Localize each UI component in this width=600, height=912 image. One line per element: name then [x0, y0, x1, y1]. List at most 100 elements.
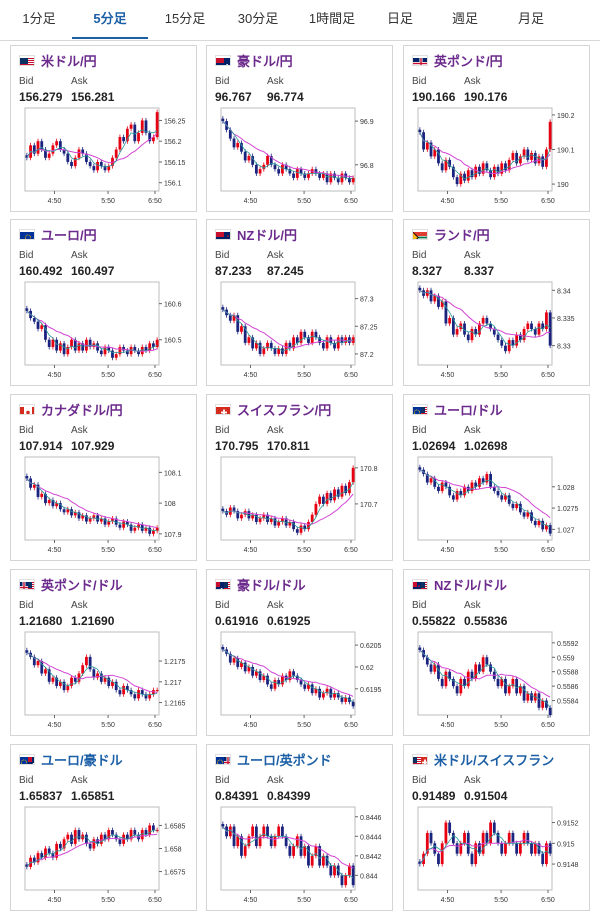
candle [73, 339, 77, 351]
chart-svg: 87.3 87.25 87.2 4:50 5:50 6:50 [220, 281, 378, 379]
mini-chart[interactable]: 190.2 190.1 190 4:50 5:50 6:50 [408, 104, 586, 209]
y-tick-label: 0.5584 [557, 699, 579, 706]
tab-3[interactable]: 30分足 [237, 11, 279, 26]
candle [336, 693, 340, 698]
candle [310, 331, 314, 343]
rate-card[interactable]: ユーロ/円 Bid Ask 160.492 160.497 160.6 160.5 4:50 5… [10, 219, 197, 386]
candle [518, 503, 522, 513]
tab-7[interactable]: 月足 [517, 11, 544, 26]
candle [47, 500, 51, 504]
mini-chart[interactable]: 170.8 170.7 4:50 5:50 6:50 [211, 453, 389, 558]
pair-link[interactable]: NZドル/ドル [412, 576, 507, 593]
mini-chart[interactable]: 8.34 8.335 8.33 4:50 5:50 6:50 [408, 278, 586, 383]
bid-value: 0.91489 [412, 789, 456, 803]
mini-chart[interactable]: 0.6205 0.62 0.6195 4:50 5:50 6:50 [211, 628, 389, 733]
pair-link[interactable]: カナダドル/円 [19, 401, 123, 418]
rate-card[interactable]: 米ドル/スイスフラン Bid Ask 0.91489 0.91504 0.9152 0.91… [403, 744, 590, 911]
moving-average-short-line [26, 652, 158, 696]
candle [44, 325, 47, 340]
rate-card[interactable]: 豪ドル/ドル Bid Ask 0.61916 0.61925 0.6205 0.62 0.61… [206, 569, 393, 736]
pair-link[interactable]: 豪ドル/ドル [215, 576, 306, 593]
mini-chart[interactable]: 1.028 1.0275 1.027 4:50 5:50 6:50 [408, 453, 586, 558]
candle [470, 170, 474, 178]
pair-link[interactable]: ユーロ/円 [19, 226, 97, 243]
candle [518, 843, 522, 854]
pair-name: NZドル/円 [237, 227, 297, 243]
pair-link[interactable]: ランド/円 [412, 226, 490, 243]
candle [418, 467, 422, 470]
pair-link[interactable]: 英ポンド/円 [412, 52, 503, 69]
tab-5[interactable]: 日足 [386, 11, 413, 26]
mini-chart[interactable]: 0.5592 0.559 0.5588 0.5586 0.5584 4:50 5:50 6:5… [408, 628, 586, 733]
rate-card[interactable]: 英ポンド/ドル Bid Ask 1.21680 1.21690 1.2175 1.217 1.… [10, 569, 197, 736]
pair-link[interactable]: 豪ドル/円 [215, 52, 293, 69]
candle [144, 694, 148, 699]
pair-link[interactable]: NZドル/円 [215, 226, 297, 243]
candle [133, 830, 137, 835]
rate-card[interactable]: ユーロ/ドル Bid Ask 1.02694 1.02698 1.028 1.0275 1.0… [403, 394, 590, 561]
candle [269, 684, 273, 689]
pair-link[interactable]: 米ドル/スイスフラン [412, 751, 554, 768]
candle [36, 321, 40, 329]
x-tick-label: 4:50 [441, 372, 455, 379]
rate-card[interactable]: ランド/円 Bid Ask 8.327 8.337 8.34 8.335 8.33 4:50 5:… [403, 219, 590, 386]
pair-link[interactable]: ユーロ/ドル [412, 401, 503, 418]
candle [281, 675, 284, 685]
candle [47, 669, 51, 682]
pair-link[interactable]: ユーロ/豪ドル [19, 751, 123, 768]
moving-average-line [419, 289, 551, 338]
rate-card[interactable]: NZドル/ドル Bid Ask 0.55822 0.55836 0.5592 0.559 0.… [403, 569, 590, 736]
candle [333, 693, 336, 698]
rate-card[interactable]: 豪ドル/円 Bid Ask 96.767 96.774 96.9 96.8 4:50 5:50 6… [206, 45, 393, 212]
tab-2[interactable]: 15分足 [164, 11, 206, 26]
candle [137, 690, 140, 699]
candle [122, 346, 126, 351]
chart-svg: 0.5592 0.559 0.5588 0.5586 0.5584 4:50 5:50 6:5… [417, 631, 579, 729]
candle [448, 317, 452, 324]
rate-card[interactable]: ユーロ/英ポンド Bid Ask 0.84391 0.84399 0.8446 0.8444… [206, 744, 393, 911]
flag-icon [412, 753, 428, 765]
rate-card[interactable]: 米ドル/円 Bid Ask 156.279 156.281 156.25 156.2 156.… [10, 45, 197, 212]
candle [114, 149, 118, 158]
rate-card[interactable]: 英ポンド/円 Bid Ask 190.166 190.176 190.2 190.1 190 4… [403, 45, 590, 212]
candle [351, 701, 355, 707]
rate-card[interactable]: ユーロ/豪ドル Bid Ask 1.65837 1.65851 1.6585 1.658 1.… [10, 744, 197, 911]
rate-card[interactable]: スイスフラン/円 Bid Ask 170.795 170.811 170.8 170.7 4:… [206, 394, 393, 561]
candle [122, 521, 126, 528]
candle [236, 836, 240, 847]
tab-1[interactable]: 5分足 [72, 0, 148, 39]
candle [25, 476, 29, 479]
rate-card[interactable]: NZドル/円 Bid Ask 87.233 87.245 87.3 87.25 87.2 4:5… [206, 219, 393, 386]
candle [148, 527, 152, 534]
mini-chart[interactable]: 108.1 108 107.9 4:50 5:50 6:50 [15, 453, 193, 558]
mini-chart[interactable]: 1.6585 1.658 1.6575 4:50 5:50 6:50 [15, 803, 193, 908]
candle [511, 152, 515, 160]
mini-chart[interactable]: 160.6 160.5 4:50 5:50 6:50 [15, 278, 193, 383]
pair-link[interactable]: ユーロ/英ポンド [215, 751, 332, 768]
y-tick-label: 0.9152 [557, 821, 579, 828]
mini-chart[interactable]: 0.9152 0.915 0.9148 4:50 5:50 6:50 [408, 803, 586, 908]
mini-chart[interactable]: 87.3 87.25 87.2 4:50 5:50 6:50 [211, 278, 389, 383]
mini-chart[interactable]: 156.25 156.2 156.15 156.1 4:50 5:50 6:50 [15, 104, 193, 209]
pair-link[interactable]: 英ポンド/ドル [19, 576, 123, 593]
mini-chart[interactable]: 96.9 96.8 4:50 5:50 6:50 [211, 104, 389, 209]
tab-0[interactable]: 1分足 [22, 11, 56, 26]
pair-link[interactable]: スイスフラン/円 [215, 401, 331, 418]
candle [58, 141, 62, 150]
x-tick-label: 5:50 [101, 372, 115, 379]
moving-average-line [26, 652, 158, 693]
mini-chart[interactable]: 1.2175 1.217 1.2165 4:50 5:50 6:50 [15, 628, 193, 733]
rate-card[interactable]: カナダドル/円 Bid Ask 107.914 107.929 108.1 108 107.9… [10, 394, 197, 561]
tab-4[interactable]: 1時間足 [308, 11, 356, 26]
candle [99, 161, 103, 167]
candle [333, 173, 336, 178]
candle [530, 693, 533, 701]
bid-label: Bid [412, 775, 427, 786]
y-tick-label: 1.2175 [164, 659, 186, 666]
pair-link[interactable]: 米ドル/円 [19, 52, 97, 69]
y-tick-label: 107.9 [164, 532, 182, 539]
candle [295, 529, 299, 533]
tab-6[interactable]: 週足 [451, 11, 478, 26]
candle [478, 323, 481, 335]
mini-chart[interactable]: 0.8446 0.8444 0.8442 0.844 4:50 5:50 6:50 [211, 803, 389, 908]
